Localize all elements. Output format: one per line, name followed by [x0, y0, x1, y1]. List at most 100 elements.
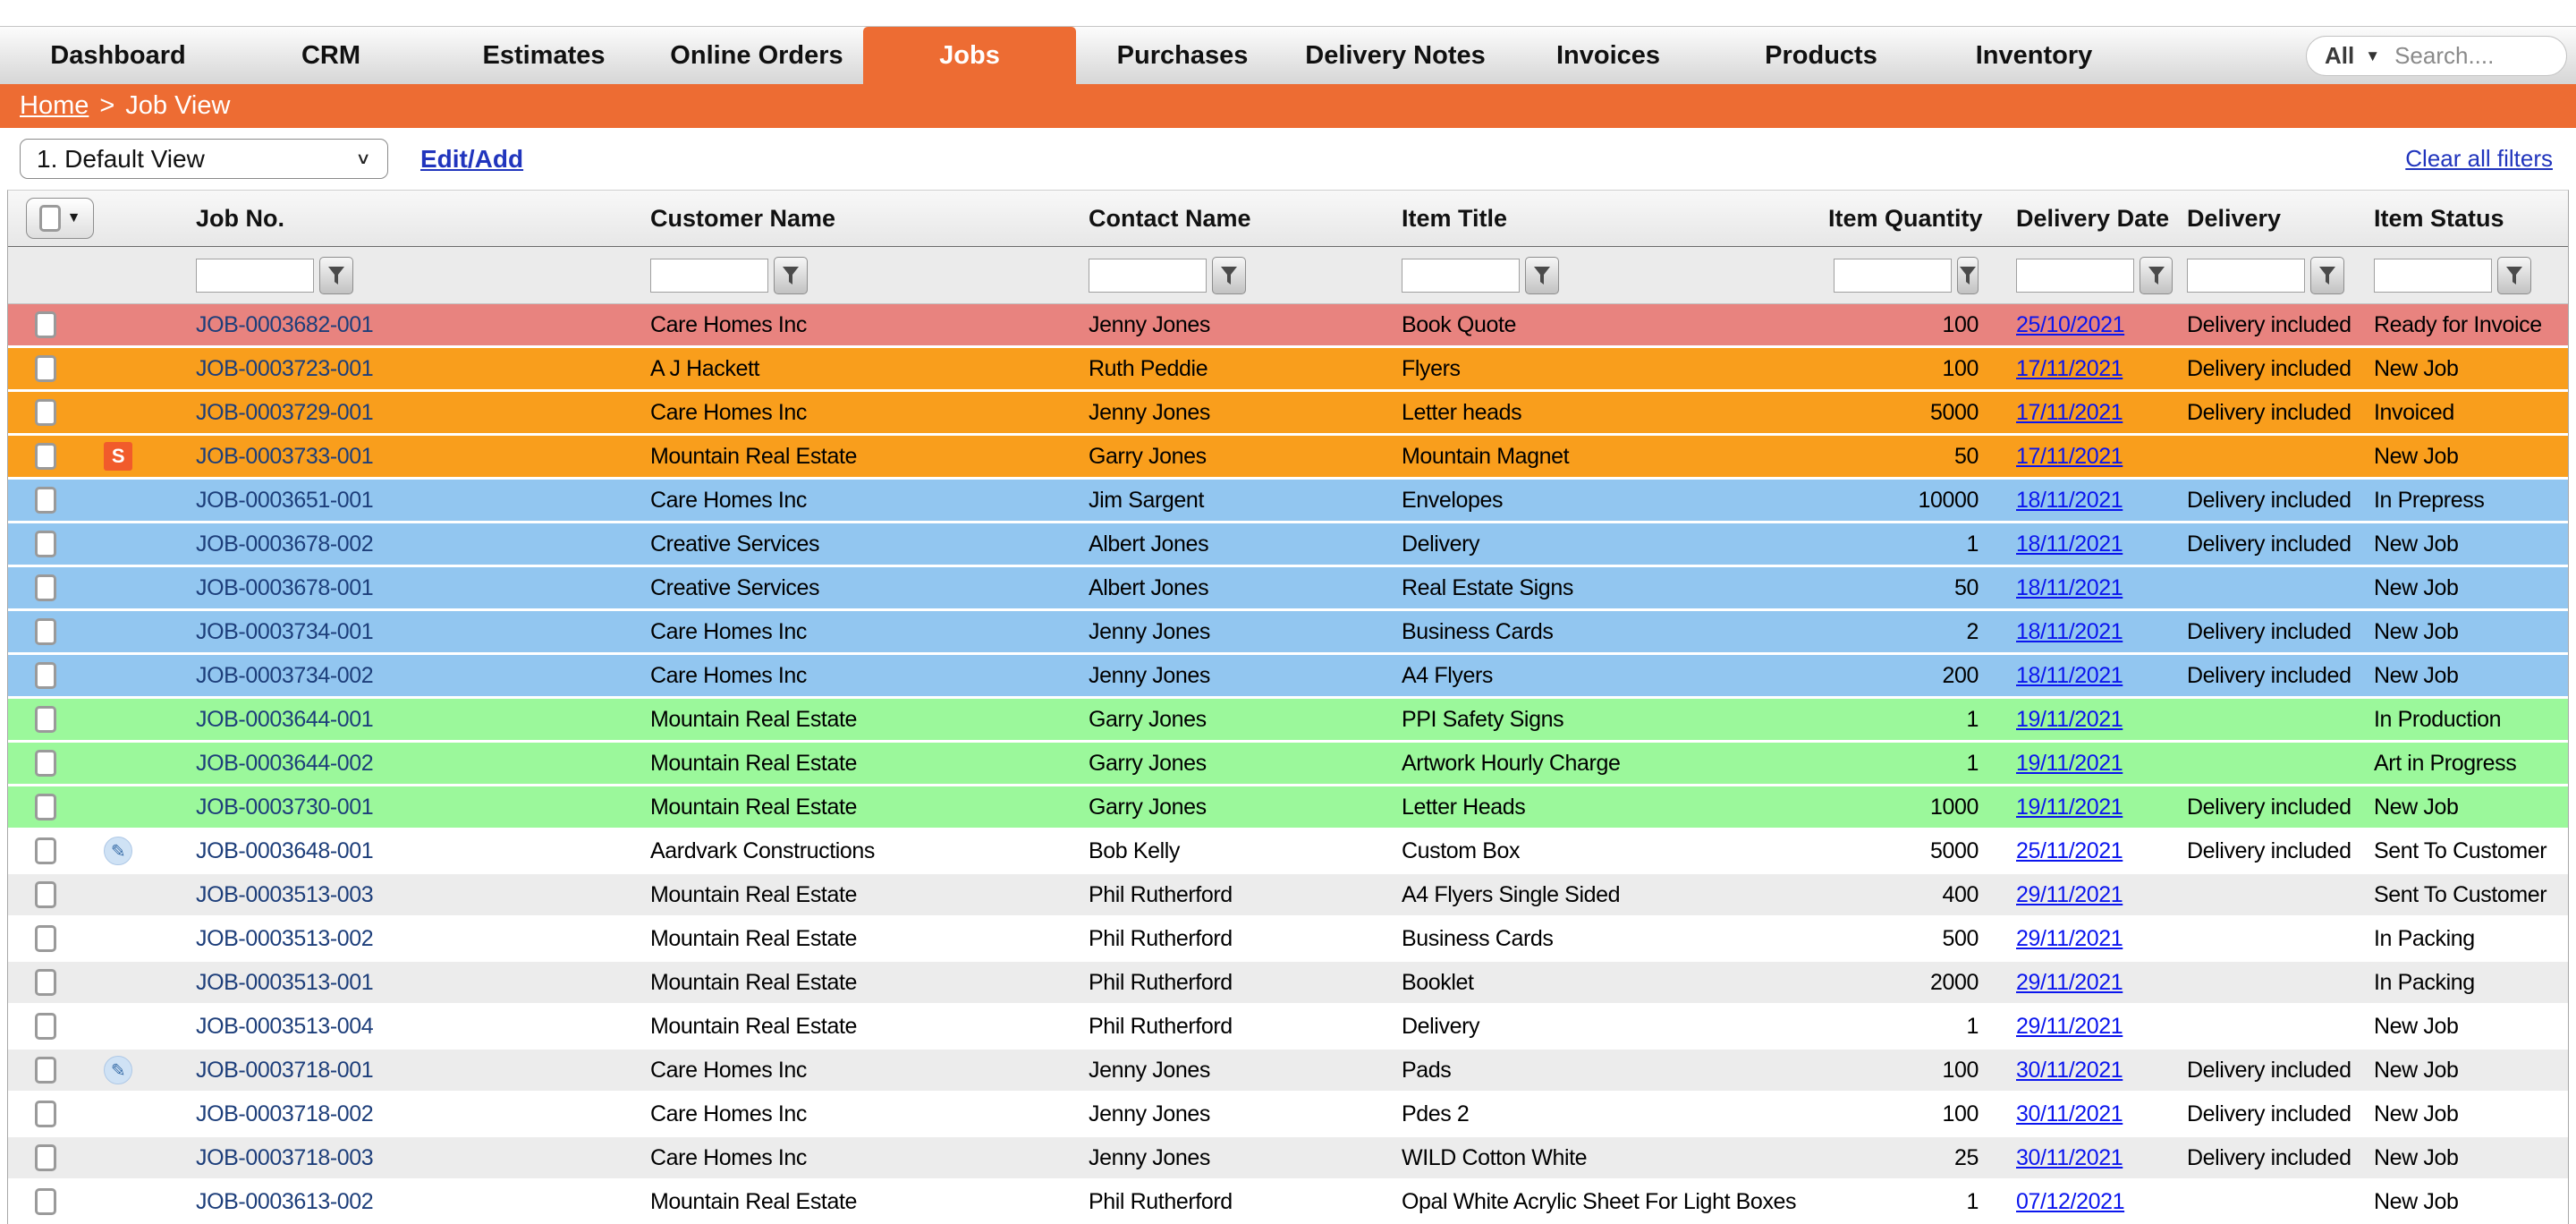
search-input[interactable]: [2393, 41, 2548, 71]
nav-tab-delivery-notes[interactable]: Delivery Notes: [1305, 40, 1486, 70]
breadcrumb-home-link[interactable]: Home: [20, 91, 89, 120]
delivery-date-link[interactable]: 25/11/2021: [2016, 837, 2123, 863]
row-checkbox[interactable]: [35, 750, 56, 777]
view-selector-dropdown[interactable]: 1. Default View ∨: [20, 139, 388, 179]
delivery-date-link[interactable]: 18/11/2021: [2016, 618, 2123, 644]
filter-button-delivery-date[interactable]: [2140, 256, 2173, 294]
column-header-contact-name[interactable]: Contact Name: [1089, 204, 1251, 232]
column-header-delivery[interactable]: Delivery: [2187, 204, 2282, 232]
job-number-link[interactable]: JOB-0003513-002: [196, 925, 374, 951]
job-number-link[interactable]: JOB-0003678-002: [196, 531, 374, 557]
row-checkbox[interactable]: [35, 355, 56, 382]
select-all-dropdown-button[interactable]: ▼: [26, 198, 94, 239]
nav-tab-invoices[interactable]: Invoices: [1555, 40, 1661, 70]
filter-input-status[interactable]: [2374, 258, 2492, 293]
row-checkbox[interactable]: [35, 399, 56, 426]
row-checkbox[interactable]: [35, 443, 56, 470]
filter-button-customer[interactable]: [774, 256, 808, 294]
delivery-date-link[interactable]: 30/11/2021: [2016, 1057, 2123, 1083]
nav-tab-purchases[interactable]: Purchases: [1116, 40, 1249, 70]
job-number-link[interactable]: JOB-0003723-001: [196, 355, 374, 381]
filter-button-item-title[interactable]: [1525, 256, 1559, 294]
row-checkbox[interactable]: [35, 969, 56, 996]
delivery-date-link[interactable]: 07/12/2021: [2016, 1188, 2125, 1214]
row-checkbox[interactable]: [35, 1057, 56, 1084]
nav-tab-jobs[interactable]: Jobs: [863, 27, 1076, 84]
job-number-link[interactable]: JOB-0003644-001: [196, 706, 374, 732]
delivery-date-link[interactable]: 19/11/2021: [2016, 794, 2123, 820]
column-header-item-quantity[interactable]: Item Quantity: [1828, 204, 1983, 232]
row-checkbox[interactable]: [35, 1101, 56, 1127]
job-number-link[interactable]: JOB-0003651-001: [196, 487, 374, 513]
row-checkbox[interactable]: [35, 837, 56, 864]
delivery-date-link[interactable]: 29/11/2021: [2016, 969, 2123, 995]
delivery-date-link[interactable]: 30/11/2021: [2016, 1144, 2123, 1170]
filter-input-item-title[interactable]: [1402, 258, 1520, 293]
row-checkbox[interactable]: [35, 1013, 56, 1040]
row-checkbox[interactable]: [35, 662, 56, 689]
row-checkbox[interactable]: [35, 1144, 56, 1171]
job-number-link[interactable]: JOB-0003513-004: [196, 1013, 374, 1039]
delivery-date-link[interactable]: 29/11/2021: [2016, 925, 2123, 951]
job-number-link[interactable]: JOB-0003718-001: [196, 1057, 374, 1083]
delivery-date-link[interactable]: 19/11/2021: [2016, 750, 2123, 776]
job-number-link[interactable]: JOB-0003644-002: [196, 750, 374, 776]
delivery-date-link[interactable]: 19/11/2021: [2016, 706, 2123, 732]
row-checkbox[interactable]: [35, 618, 56, 645]
job-number-link[interactable]: JOB-0003613-002: [196, 1188, 374, 1214]
filter-input-job-no[interactable]: [196, 258, 314, 293]
delivery-date-link[interactable]: 17/11/2021: [2016, 399, 2123, 425]
row-checkbox[interactable]: [35, 1188, 56, 1215]
row-checkbox[interactable]: [35, 311, 56, 338]
chevron-down-icon[interactable]: ▼: [2365, 47, 2381, 64]
column-header-item-title[interactable]: Item Title: [1402, 204, 1508, 232]
row-checkbox[interactable]: [35, 574, 56, 601]
job-number-link[interactable]: JOB-0003734-001: [196, 618, 374, 644]
delivery-date-link[interactable]: 25/10/2021: [2016, 311, 2125, 337]
delivery-date-link[interactable]: 29/11/2021: [2016, 1013, 2123, 1039]
row-checkbox[interactable]: [35, 487, 56, 514]
row-checkbox[interactable]: [35, 706, 56, 733]
filter-input-quantity[interactable]: [1834, 258, 1952, 293]
filter-input-customer[interactable]: [650, 258, 768, 293]
job-number-link[interactable]: JOB-0003513-003: [196, 881, 374, 907]
clear-all-filters-link[interactable]: Clear all filters: [2405, 145, 2553, 172]
filter-input-delivery[interactable]: [2187, 258, 2305, 293]
filter-button-delivery[interactable]: [2310, 256, 2344, 294]
filter-input-delivery-date[interactable]: [2016, 258, 2134, 293]
job-number-link[interactable]: JOB-0003730-001: [196, 794, 374, 820]
filter-button-quantity[interactable]: [1957, 256, 1979, 294]
nav-tab-online-orders[interactable]: Online Orders: [670, 40, 843, 70]
job-number-link[interactable]: JOB-0003513-001: [196, 969, 374, 995]
job-number-link[interactable]: JOB-0003682-001: [196, 311, 374, 337]
job-number-link[interactable]: JOB-0003729-001: [196, 399, 374, 425]
filter-button-job-no[interactable]: [319, 256, 353, 294]
search-scope-dropdown[interactable]: All: [2325, 42, 2355, 69]
job-number-link[interactable]: JOB-0003733-001: [196, 443, 374, 469]
job-number-link[interactable]: JOB-0003718-003: [196, 1144, 374, 1170]
row-checkbox[interactable]: [35, 881, 56, 908]
nav-tab-inventory[interactable]: Inventory: [1975, 40, 2093, 70]
filter-button-status[interactable]: [2497, 256, 2531, 294]
row-checkbox[interactable]: [35, 794, 56, 820]
row-checkbox[interactable]: [35, 925, 56, 952]
select-all-checkbox[interactable]: [38, 205, 61, 232]
job-number-link[interactable]: JOB-0003734-002: [196, 662, 374, 688]
filter-input-contact[interactable]: [1089, 258, 1207, 293]
delivery-date-link[interactable]: 30/11/2021: [2016, 1101, 2123, 1126]
delivery-date-link[interactable]: 18/11/2021: [2016, 531, 2123, 557]
nav-tab-products[interactable]: Products: [1765, 40, 1877, 70]
delivery-date-link[interactable]: 17/11/2021: [2016, 443, 2123, 469]
row-checkbox[interactable]: [35, 531, 56, 557]
nav-tab-dashboard[interactable]: Dashboard: [50, 40, 186, 70]
delivery-date-link[interactable]: 18/11/2021: [2016, 574, 2123, 600]
delivery-date-link[interactable]: 18/11/2021: [2016, 662, 2123, 688]
column-header-item-status[interactable]: Item Status: [2374, 204, 2504, 232]
job-number-link[interactable]: JOB-0003678-001: [196, 574, 374, 600]
job-number-link[interactable]: JOB-0003648-001: [196, 837, 374, 863]
nav-tab-crm[interactable]: CRM: [301, 40, 361, 70]
delivery-date-link[interactable]: 29/11/2021: [2016, 881, 2123, 907]
delivery-date-link[interactable]: 18/11/2021: [2016, 487, 2123, 513]
filter-button-contact[interactable]: [1212, 256, 1246, 294]
job-number-link[interactable]: JOB-0003718-002: [196, 1101, 374, 1126]
